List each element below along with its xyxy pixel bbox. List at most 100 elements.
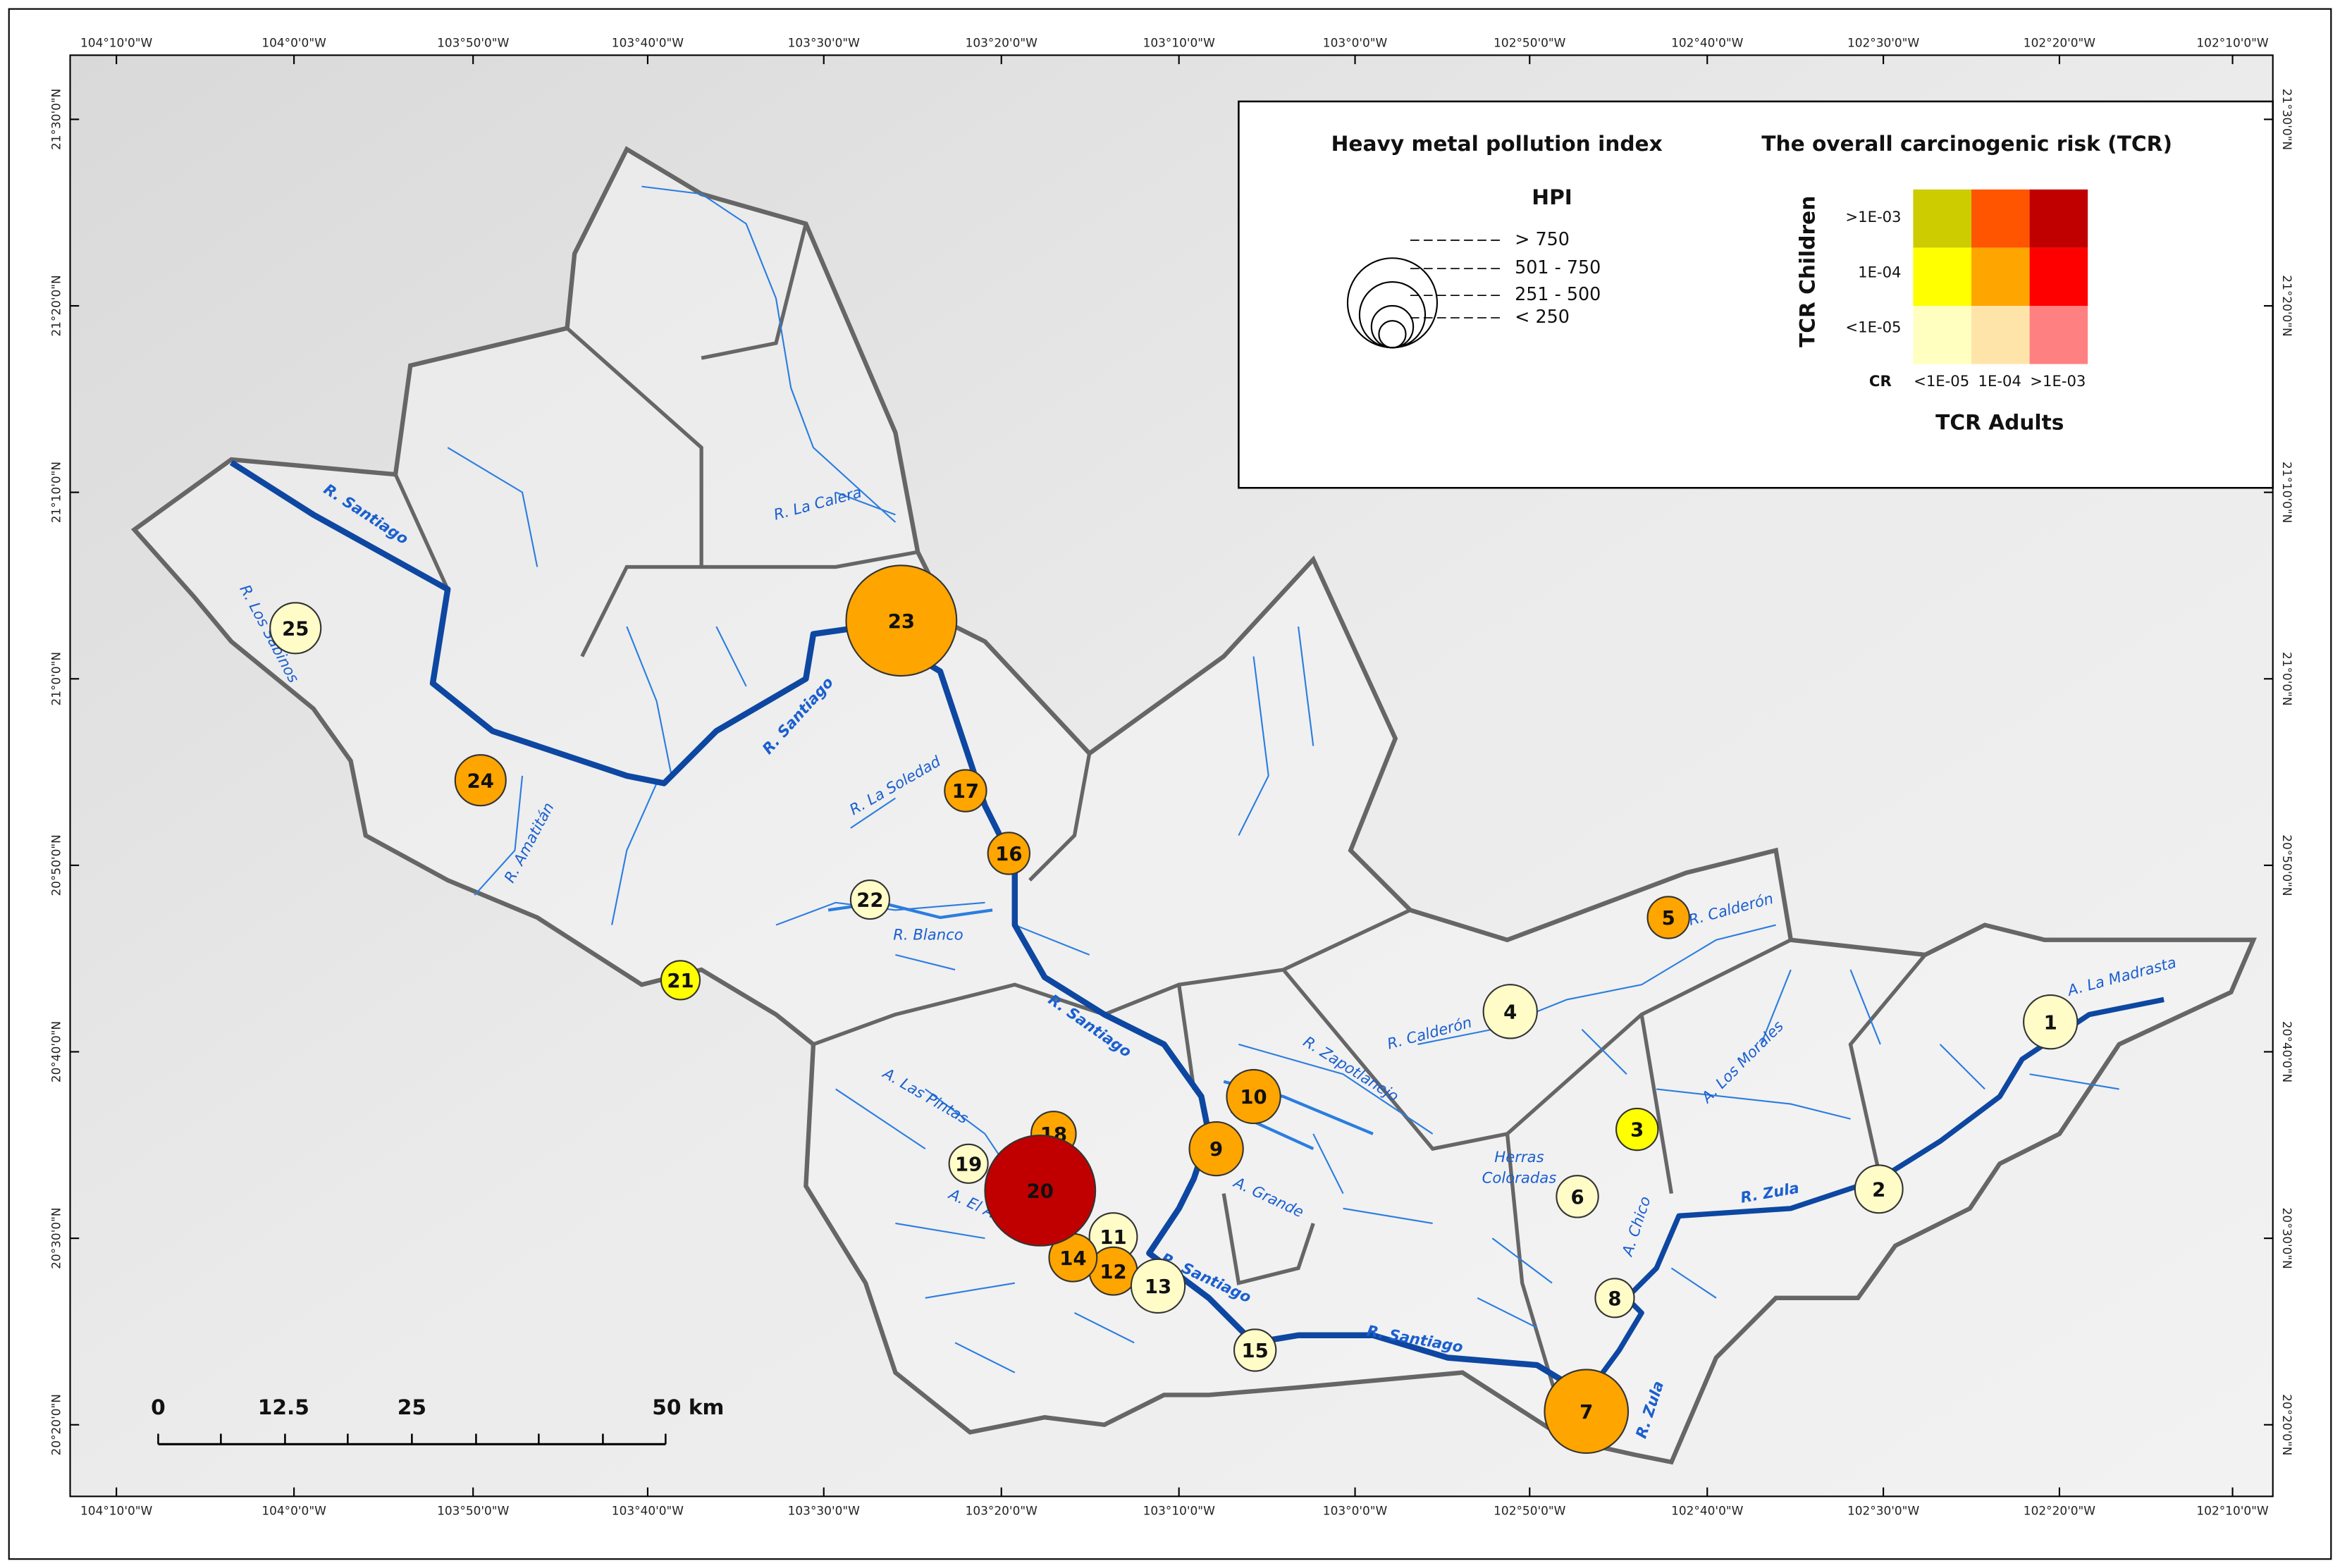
site-label: 4: [1503, 1001, 1517, 1023]
site-marker: [987, 832, 1031, 875]
lat-label-right: 21°20'0"N: [2280, 275, 2294, 336]
lat-label-right: 20°30'0"N: [2280, 1207, 2294, 1268]
site-marker: [948, 1143, 989, 1184]
lon-label-top: 102°20'0"W: [2024, 35, 2096, 49]
site-marker: [984, 1135, 1097, 1247]
lon-label-top: 103°20'0"W: [966, 35, 1038, 49]
sampling-site: 13: [1130, 1258, 1186, 1314]
sampling-site: 2: [1854, 1164, 1904, 1214]
river-label: R. Blanco: [893, 925, 963, 943]
lat-label-left: 20°30'0"N: [49, 1207, 63, 1268]
lon-label-bottom: 102°40'0"W: [1671, 1504, 1744, 1518]
river-label: Coloradas: [1482, 1168, 1557, 1186]
sampling-site: 16: [987, 832, 1031, 875]
legend-hpi-circle: [1378, 320, 1407, 349]
site-marker: [1615, 1107, 1659, 1152]
legend-hpi-class: 251 - 500: [1515, 283, 1601, 304]
legend-children-label: TCR Children: [1795, 196, 1820, 347]
legend-adult-level: <1E-05: [1914, 372, 1969, 390]
legend-matrix-cell: [1913, 189, 1972, 248]
lon-label-top: 103°50'0"W: [437, 35, 510, 49]
lon-label-bottom: 103°20'0"W: [966, 1504, 1038, 1518]
site-label: 5: [1662, 907, 1675, 930]
sampling-site: 23: [845, 564, 958, 677]
site-label: 16: [995, 843, 1022, 865]
site-label: 17: [952, 780, 979, 803]
lon-label-top: 103°40'0"W: [612, 35, 684, 49]
lon-label-top: 102°10'0"W: [2196, 35, 2269, 49]
sampling-site: 12: [1088, 1246, 1138, 1296]
lon-label-top: 103°10'0"W: [1143, 35, 1216, 49]
sampling-site: 6: [1556, 1175, 1599, 1218]
site-marker: [849, 879, 890, 920]
lat-label-right: 20°20'0"N: [2280, 1394, 2294, 1455]
site-marker: [269, 602, 322, 655]
site-marker: [1854, 1164, 1904, 1214]
site-marker: [660, 960, 701, 1001]
legend-matrix-cell: [1971, 305, 2030, 364]
lon-label-bottom: 102°50'0"W: [1494, 1504, 1566, 1518]
legend-hpi-title: Heavy metal pollution index: [1331, 131, 1663, 156]
site-label: 24: [467, 770, 494, 792]
lon-label-top: 102°30'0"W: [1847, 35, 1920, 49]
lon-label-bottom: 102°30'0"W: [1847, 1504, 1920, 1518]
sampling-site: 1: [2023, 994, 2079, 1050]
sampling-site: 22: [849, 879, 890, 920]
site-marker: [1646, 896, 1690, 939]
legend: Heavy metal pollution index The overall c…: [1238, 100, 2274, 489]
lon-label-bottom: 102°10'0"W: [2196, 1504, 2269, 1518]
site-label: 14: [1059, 1247, 1086, 1270]
legend-hpi-heading: HPI: [1532, 185, 1572, 209]
site-label: 9: [1209, 1138, 1223, 1161]
sampling-site: 8: [1594, 1278, 1635, 1319]
legend-box: [1238, 100, 2274, 489]
legend-tcr-title: The overall carcinogenic risk (TCR): [1761, 131, 2172, 156]
sampling-site: 9: [1188, 1121, 1244, 1177]
legend-adults-label: TCR Adults: [1935, 410, 2064, 435]
site-marker: [1226, 1068, 1281, 1125]
lat-label-right: 20°50'0"N: [2280, 834, 2294, 896]
legend-hpi-class: < 250: [1515, 306, 1570, 327]
site-marker: [1482, 984, 1538, 1039]
site-label: 10: [1240, 1086, 1267, 1109]
scale-label: 12.5: [258, 1395, 309, 1419]
lon-label-bottom: 104°10'0"W: [80, 1504, 153, 1518]
lon-label-bottom: 103°40'0"W: [612, 1504, 684, 1518]
lat-label-left: 21°20'0"N: [49, 275, 63, 336]
sampling-site: 24: [454, 754, 507, 807]
sampling-site: 11: [1088, 1212, 1138, 1261]
lat-label-left: 21°0'0"N: [49, 652, 63, 706]
site-marker: [845, 564, 958, 677]
sampling-site: 19: [948, 1143, 989, 1184]
site-label: 15: [1242, 1340, 1269, 1362]
lat-label-right: 20°40'0"N: [2280, 1021, 2294, 1082]
outer-border: [8, 8, 2332, 1560]
scale-label: 25: [398, 1395, 426, 1419]
site-label: 1: [2044, 1011, 2057, 1034]
site-marker: [1594, 1278, 1635, 1319]
sampling-site: 20: [984, 1135, 1097, 1247]
legend-matrix-cell: [2029, 247, 2088, 306]
site-label: 8: [1608, 1288, 1621, 1310]
lon-label-bottom: 103°50'0"W: [437, 1504, 510, 1518]
site-marker: [944, 769, 987, 813]
lat-label-right: 21°0'0"N: [2280, 652, 2294, 706]
legend-matrix-cell: [1971, 247, 2030, 306]
site-marker: [2023, 994, 2079, 1050]
scale-label: 50 km: [652, 1395, 724, 1419]
site-label: 6: [1570, 1186, 1584, 1209]
site-label: 25: [282, 617, 309, 640]
site-label: 23: [888, 610, 915, 633]
lat-label-left: 20°50'0"N: [49, 834, 63, 896]
site-marker: [1233, 1328, 1277, 1372]
site-label: 7: [1580, 1401, 1593, 1424]
site-marker: [454, 754, 507, 807]
legend-children-level: 1E-04: [1858, 263, 1901, 280]
sampling-site: 3: [1615, 1107, 1659, 1152]
site-label: 3: [1630, 1119, 1644, 1142]
lon-label-bottom: 104°0'0"W: [261, 1504, 326, 1518]
legend-matrix-cell: [1913, 247, 1972, 306]
legend-children-level: <1E-05: [1845, 319, 1901, 336]
site-label: 19: [955, 1153, 982, 1175]
